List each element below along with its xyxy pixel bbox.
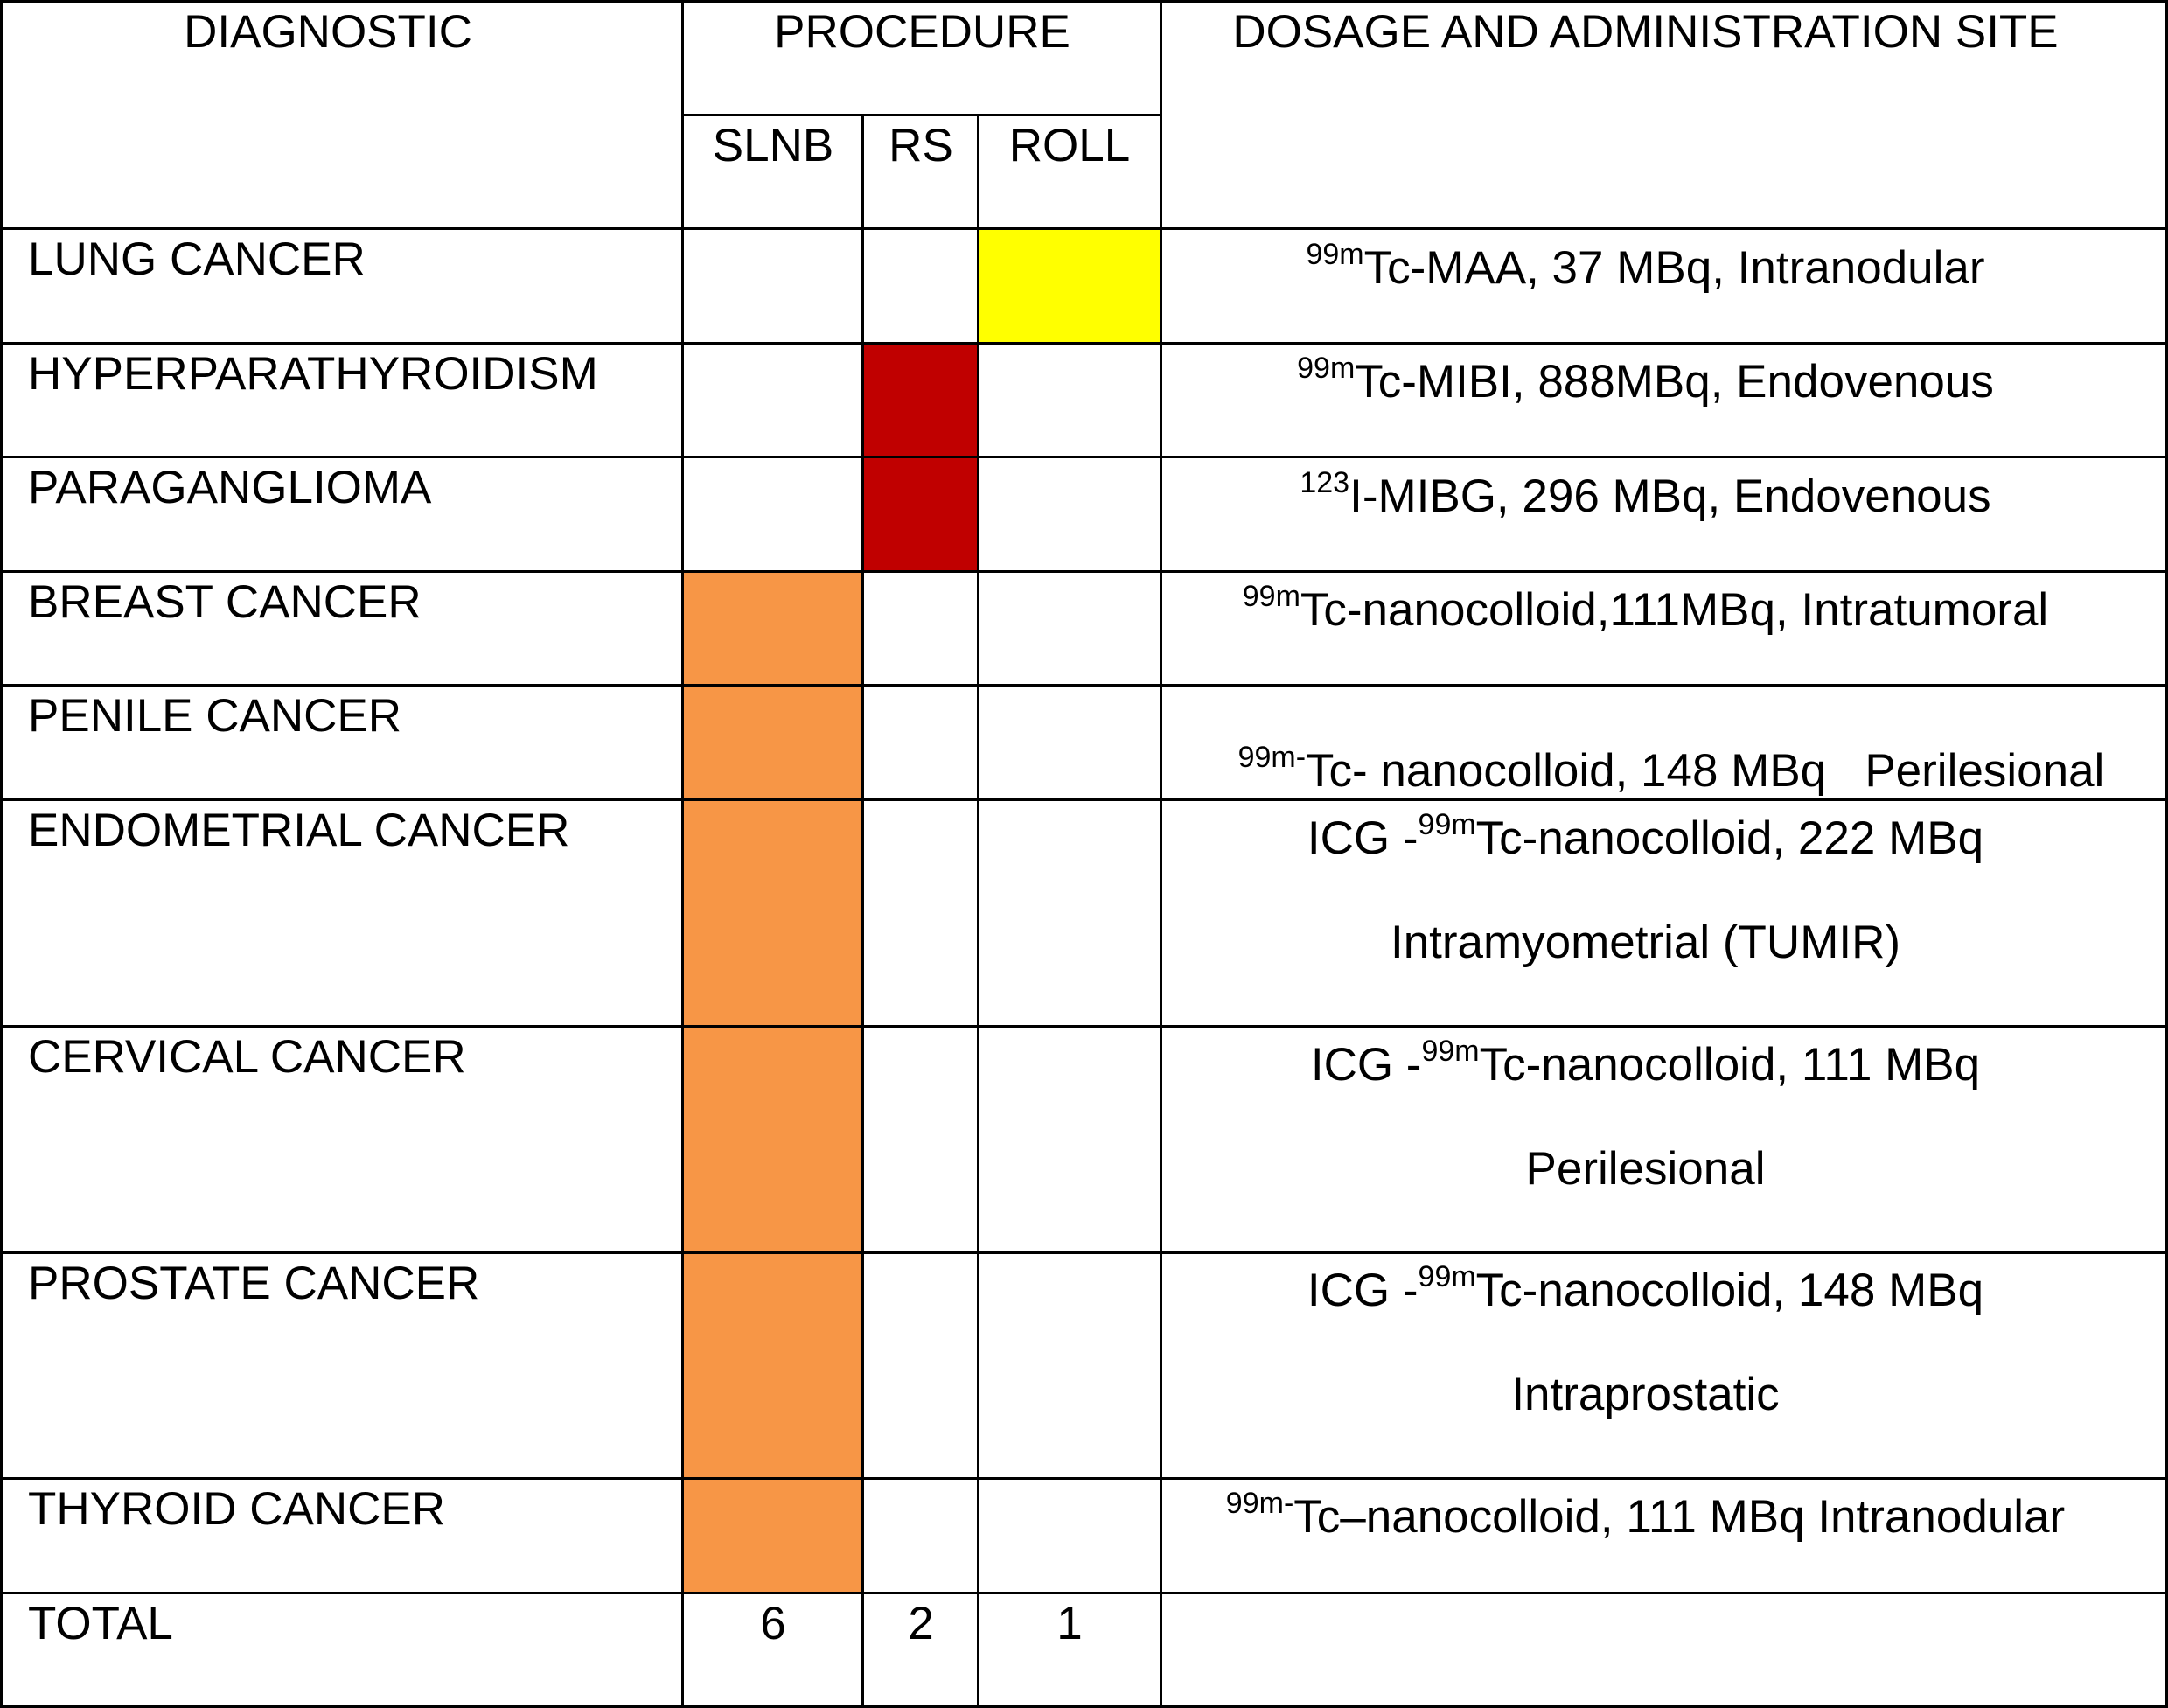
dosage-lung: 99mTc-MAA, 37 MBq, Intranodular xyxy=(1306,238,1985,294)
diagnostic-hyperparathyroidism: HYPERPARATHYROIDISM xyxy=(28,348,598,400)
slnb-cell-endometrial xyxy=(684,799,862,1026)
dosage-prostate: ICG -99mTc-nanocolloid, 148 MBq xyxy=(1307,1260,1984,1316)
dosage-paraganglioma: 123I-MIBG, 296 MBq, Endovenous xyxy=(1300,466,1991,522)
grid-line xyxy=(861,114,864,1708)
header-dosage: DOSAGE AND ADMINISTRATION SITE xyxy=(1232,6,2059,58)
grid-line xyxy=(0,798,2168,801)
grid-line xyxy=(0,1251,2168,1254)
grid-line xyxy=(2165,0,2168,1708)
grid-line xyxy=(681,0,684,1708)
grid-line xyxy=(977,114,979,1708)
dosage-penile: 99m-Tc- nanocolloid, 148 MBq Perilesiona… xyxy=(1237,741,2105,797)
diagnostic-lung: LUNG CANCER xyxy=(28,234,366,285)
slnb-cell-cervical xyxy=(684,1026,862,1252)
slnb-cell-thyroid xyxy=(684,1479,862,1592)
diagnostic-breast: BREAST CANCER xyxy=(28,576,422,628)
dosage-endometrial-site: Intramyometrial (TUMIR) xyxy=(1390,917,1901,968)
header-diagnostic: DIAGNOSTIC xyxy=(184,6,472,58)
diagnostic-thyroid: THYROID CANCER xyxy=(28,1483,446,1535)
dosage-cervical: ICG -99mTc-nanocolloid, 111 MBq xyxy=(1310,1035,1981,1091)
grid-line xyxy=(0,570,2168,573)
slnb-cell-penile xyxy=(684,686,862,799)
diagnostic-penile: PENILE CANCER xyxy=(28,690,402,742)
grid-line xyxy=(0,1705,2168,1708)
grid-line xyxy=(0,342,2168,345)
grid-line xyxy=(0,1592,2168,1594)
grid-line xyxy=(0,456,2168,458)
dosage-hyperparathyroidism: 99mTc-MIBI, 888MBq, Endovenous xyxy=(1297,352,1994,408)
slnb-cell-prostate xyxy=(684,1252,862,1479)
diagnostic-paraganglioma: PARAGANGLIOMA xyxy=(28,462,432,513)
dosage-prostate-site: Intraprostatic xyxy=(1511,1369,1780,1420)
grid-line xyxy=(682,114,1162,116)
diagnostic-cervical: CERVICAL CANCER xyxy=(28,1031,466,1083)
diagnostic-endometrial: ENDOMETRIAL CANCER xyxy=(28,805,570,856)
grid-line xyxy=(0,1477,2168,1480)
total-roll: 1 xyxy=(1056,1598,1083,1649)
dosage-thyroid: 99m-Tc–nanocolloid, 111 MBq Intranodular xyxy=(1225,1487,2066,1543)
dosage-endometrial: ICG -99mTc-nanocolloid, 222 MBq xyxy=(1307,808,1984,864)
header-procedure: PROCEDURE xyxy=(774,6,1070,58)
grid-line xyxy=(0,0,3,1708)
total-rs: 2 xyxy=(908,1598,934,1649)
header-roll: ROLL xyxy=(1008,120,1131,171)
diagnostic-prostate: PROSTATE CANCER xyxy=(28,1258,480,1309)
grid-line xyxy=(1160,0,1162,1708)
dosage-breast: 99mTc-nanocolloid,111MBq, Intratumoral xyxy=(1242,580,2049,636)
grid-line xyxy=(0,1025,2168,1028)
rs-cell-hyperparathyroidism xyxy=(864,343,978,457)
grid-line xyxy=(0,0,2168,3)
total-slnb: 6 xyxy=(760,1598,786,1649)
slnb-cell-breast xyxy=(684,571,862,686)
grid-line xyxy=(0,684,2168,687)
header-slnb: SLNB xyxy=(712,120,834,171)
grid-line xyxy=(0,227,2168,230)
rs-cell-paraganglioma xyxy=(864,457,978,571)
total-label: TOTAL xyxy=(28,1598,173,1649)
header-rs: RS xyxy=(889,120,953,171)
roll-cell-lung xyxy=(979,229,1160,343)
dosage-cervical-site: Perilesional xyxy=(1525,1143,1766,1195)
